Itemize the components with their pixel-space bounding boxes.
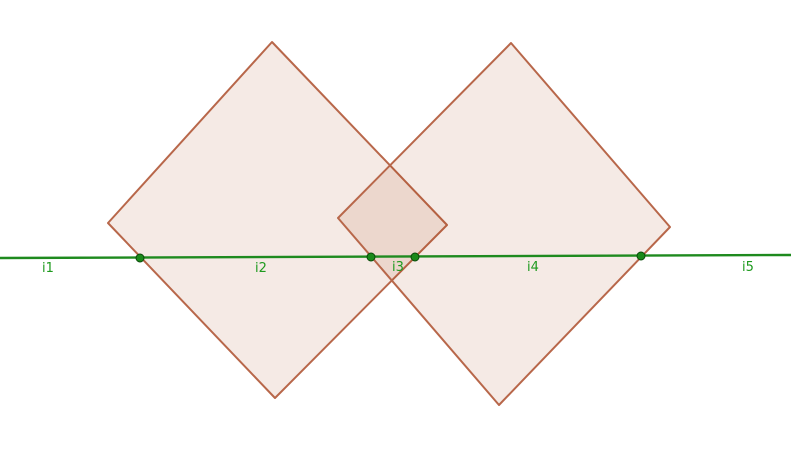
intersecting-line[interactable]: [0, 253, 791, 260]
segment-label-i2: i2: [255, 261, 267, 276]
intersection-point-3[interactable]: [410, 252, 420, 262]
intersection-point-2[interactable]: [366, 252, 376, 262]
segment-label-i5: i5: [742, 260, 754, 275]
left-square[interactable]: [107, 41, 448, 399]
intersection-point-4[interactable]: [636, 251, 646, 261]
segment-label-i1: i1: [42, 261, 54, 276]
intersection-point-1[interactable]: [135, 253, 145, 263]
segment-label-i4: i4: [527, 260, 539, 275]
segment-label-i3: i3: [392, 260, 404, 275]
right-square[interactable]: [337, 42, 671, 406]
